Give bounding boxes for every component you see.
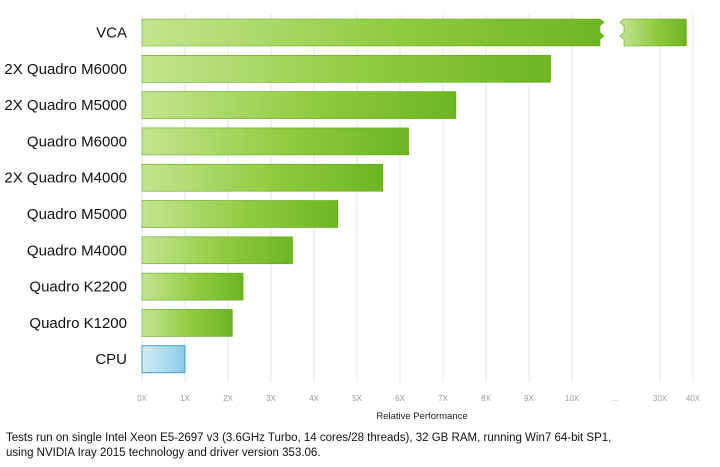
x-tick-label: 1X	[180, 394, 190, 403]
bar-continuation	[619, 18, 687, 47]
x-tick-label: 6X	[395, 394, 405, 403]
category-label: Quadro M5000	[27, 206, 127, 223]
footnote-line-1: Tests run on single Intel Xeon E5-2697 v…	[6, 432, 612, 444]
x-tick-label: 0X	[137, 394, 147, 403]
category-label: 2X Quadro M4000	[4, 170, 127, 187]
x-tick-label: 3X	[266, 394, 276, 403]
category-label: 2X Quadro M6000	[4, 61, 127, 78]
label-layer: VCA 2X Quadro M6000 2X Quadro M5000 Quadro …	[4, 25, 127, 369]
x-tick-layer: 0X 1X 2X 3X 4X 5X 6X 7X 8X 9X 10X... 30X 40X	[137, 394, 701, 403]
bar	[141, 91, 457, 119]
category-label: VCA	[96, 25, 127, 42]
relative-performance-chart: VCA 2X Quadro M6000 2X Quadro M5000 Quadro …	[4, 14, 701, 422]
bar	[141, 54, 551, 83]
bar	[141, 163, 384, 192]
x-tick-label: 2X	[223, 394, 233, 403]
bar	[141, 272, 244, 301]
category-label: Quadro M6000	[27, 133, 127, 150]
x-tick-label: 30X	[653, 394, 668, 403]
category-label: Quadro K2200	[29, 279, 127, 296]
bar	[141, 127, 409, 156]
footnote: Tests run on single Intel Xeon E5-2697 v…	[6, 431, 714, 461]
bar-layer	[141, 18, 687, 374]
bar	[141, 309, 233, 337]
x-tick-label: 8X	[481, 394, 491, 403]
x-tick-label: 4X	[309, 394, 319, 403]
x-tick-label: 7X	[438, 394, 448, 403]
bar	[141, 200, 338, 228]
x-axis-title: Relative Performance	[376, 411, 467, 422]
category-label: 2X Quadro M5000	[4, 97, 127, 114]
x-tick-label: 10X	[565, 394, 580, 403]
x-tick-label: 5X	[352, 394, 362, 403]
footnote-line-2: using NVIDIA Iray 2015 technology and dr…	[6, 447, 321, 459]
bar	[141, 345, 186, 374]
x-tick-label: 40X	[686, 394, 701, 403]
category-label: CPU	[95, 351, 127, 368]
category-label: Quadro M4000	[27, 242, 127, 259]
bar	[141, 18, 605, 47]
bar	[141, 236, 293, 265]
x-tick-label: ...	[612, 394, 619, 403]
x-tick-label: 9X	[524, 394, 534, 403]
category-label: Quadro K1200	[29, 315, 127, 332]
